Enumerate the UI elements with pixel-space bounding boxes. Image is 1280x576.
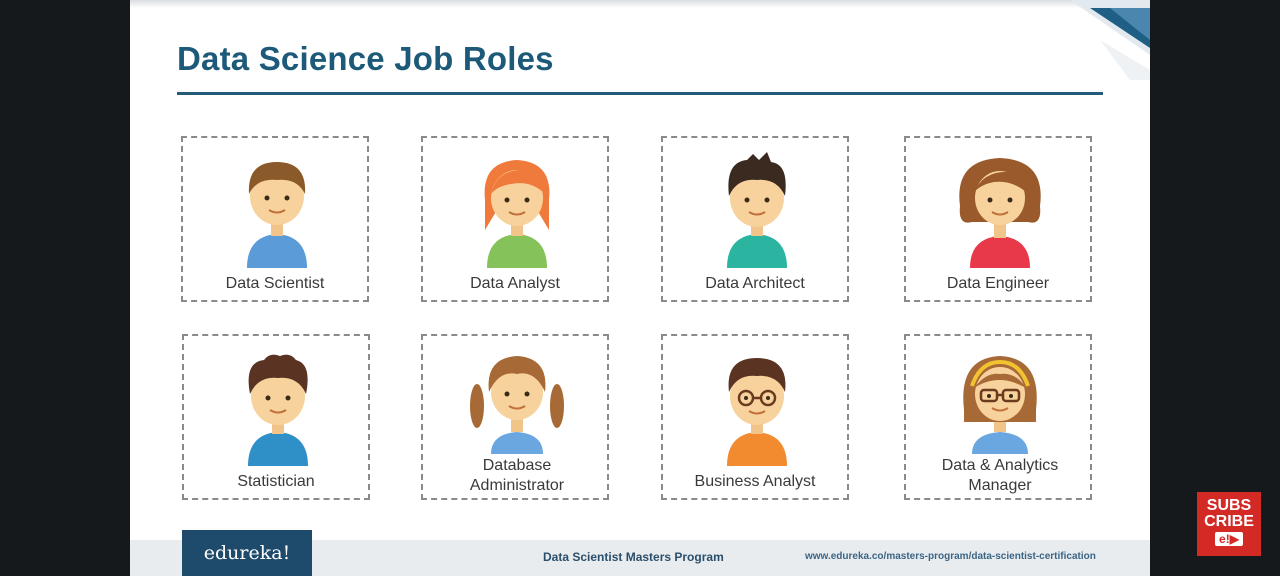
play-logo-icon: e!▶ (1215, 532, 1243, 546)
role-label: Data Engineer (946, 275, 1050, 292)
role-card-data-engineer: Data Engineer (904, 136, 1092, 302)
role-card-data-scientist: Data Scientist (181, 136, 369, 302)
role-label: Data & Analytics Manager (941, 457, 1059, 494)
slide-title: Data Science Job Roles (177, 40, 554, 77)
right-video-border (1150, 0, 1280, 576)
role-card-data-analyst: Data Analyst (421, 136, 609, 302)
corner-stripes-decoration (1070, 0, 1150, 80)
left-video-border (0, 0, 130, 576)
top-shade (130, 0, 1150, 8)
boy-curly-hair-blue-shirt-icon (248, 354, 308, 466)
role-label: Business Analyst (694, 473, 816, 490)
title-underline (177, 92, 1103, 95)
boy-brown-hair-blue-shirt-icon (247, 162, 307, 268)
boy-spiky-hair-teal-shirt-icon (727, 152, 787, 268)
role-label: Data Scientist (225, 275, 325, 292)
role-card-data-architect: Data Architect (661, 136, 849, 302)
presentation-slide: Data Science Job Roles Data Scientist Da… (130, 0, 1150, 576)
program-url: www.edureka.co/masters-program/data-scie… (805, 551, 1096, 562)
subscribe-line-1: SUBS (1206, 497, 1252, 514)
role-label: Statistician (237, 473, 315, 490)
role-card-statistician: Statistician (182, 334, 370, 500)
subscribe-line-2: CRIBE (1204, 513, 1254, 530)
role-label: Database Administrator (469, 457, 565, 494)
role-card-database-administrator: Database Administrator (421, 334, 609, 500)
woman-glasses-headband-icon (963, 356, 1037, 454)
role-label: Data Analyst (470, 275, 560, 292)
girl-orange-hair-green-shirt-icon (484, 160, 550, 268)
boy-glasses-orange-shirt-icon (727, 358, 787, 466)
role-card-data-analytics-manager: Data & Analytics Manager (904, 334, 1092, 500)
woman-curly-hair-red-top-icon (959, 158, 1041, 268)
role-card-business-analyst: Business Analyst (661, 334, 849, 500)
program-name: Data Scientist Masters Program (543, 550, 724, 564)
role-label: Data Architect (705, 275, 805, 292)
edureka-logo: edureka! (182, 530, 312, 576)
girl-pigtails-blue-shirt-icon (470, 356, 564, 454)
subscribe-button[interactable]: SUBS CRIBE e!▶ (1197, 492, 1261, 556)
